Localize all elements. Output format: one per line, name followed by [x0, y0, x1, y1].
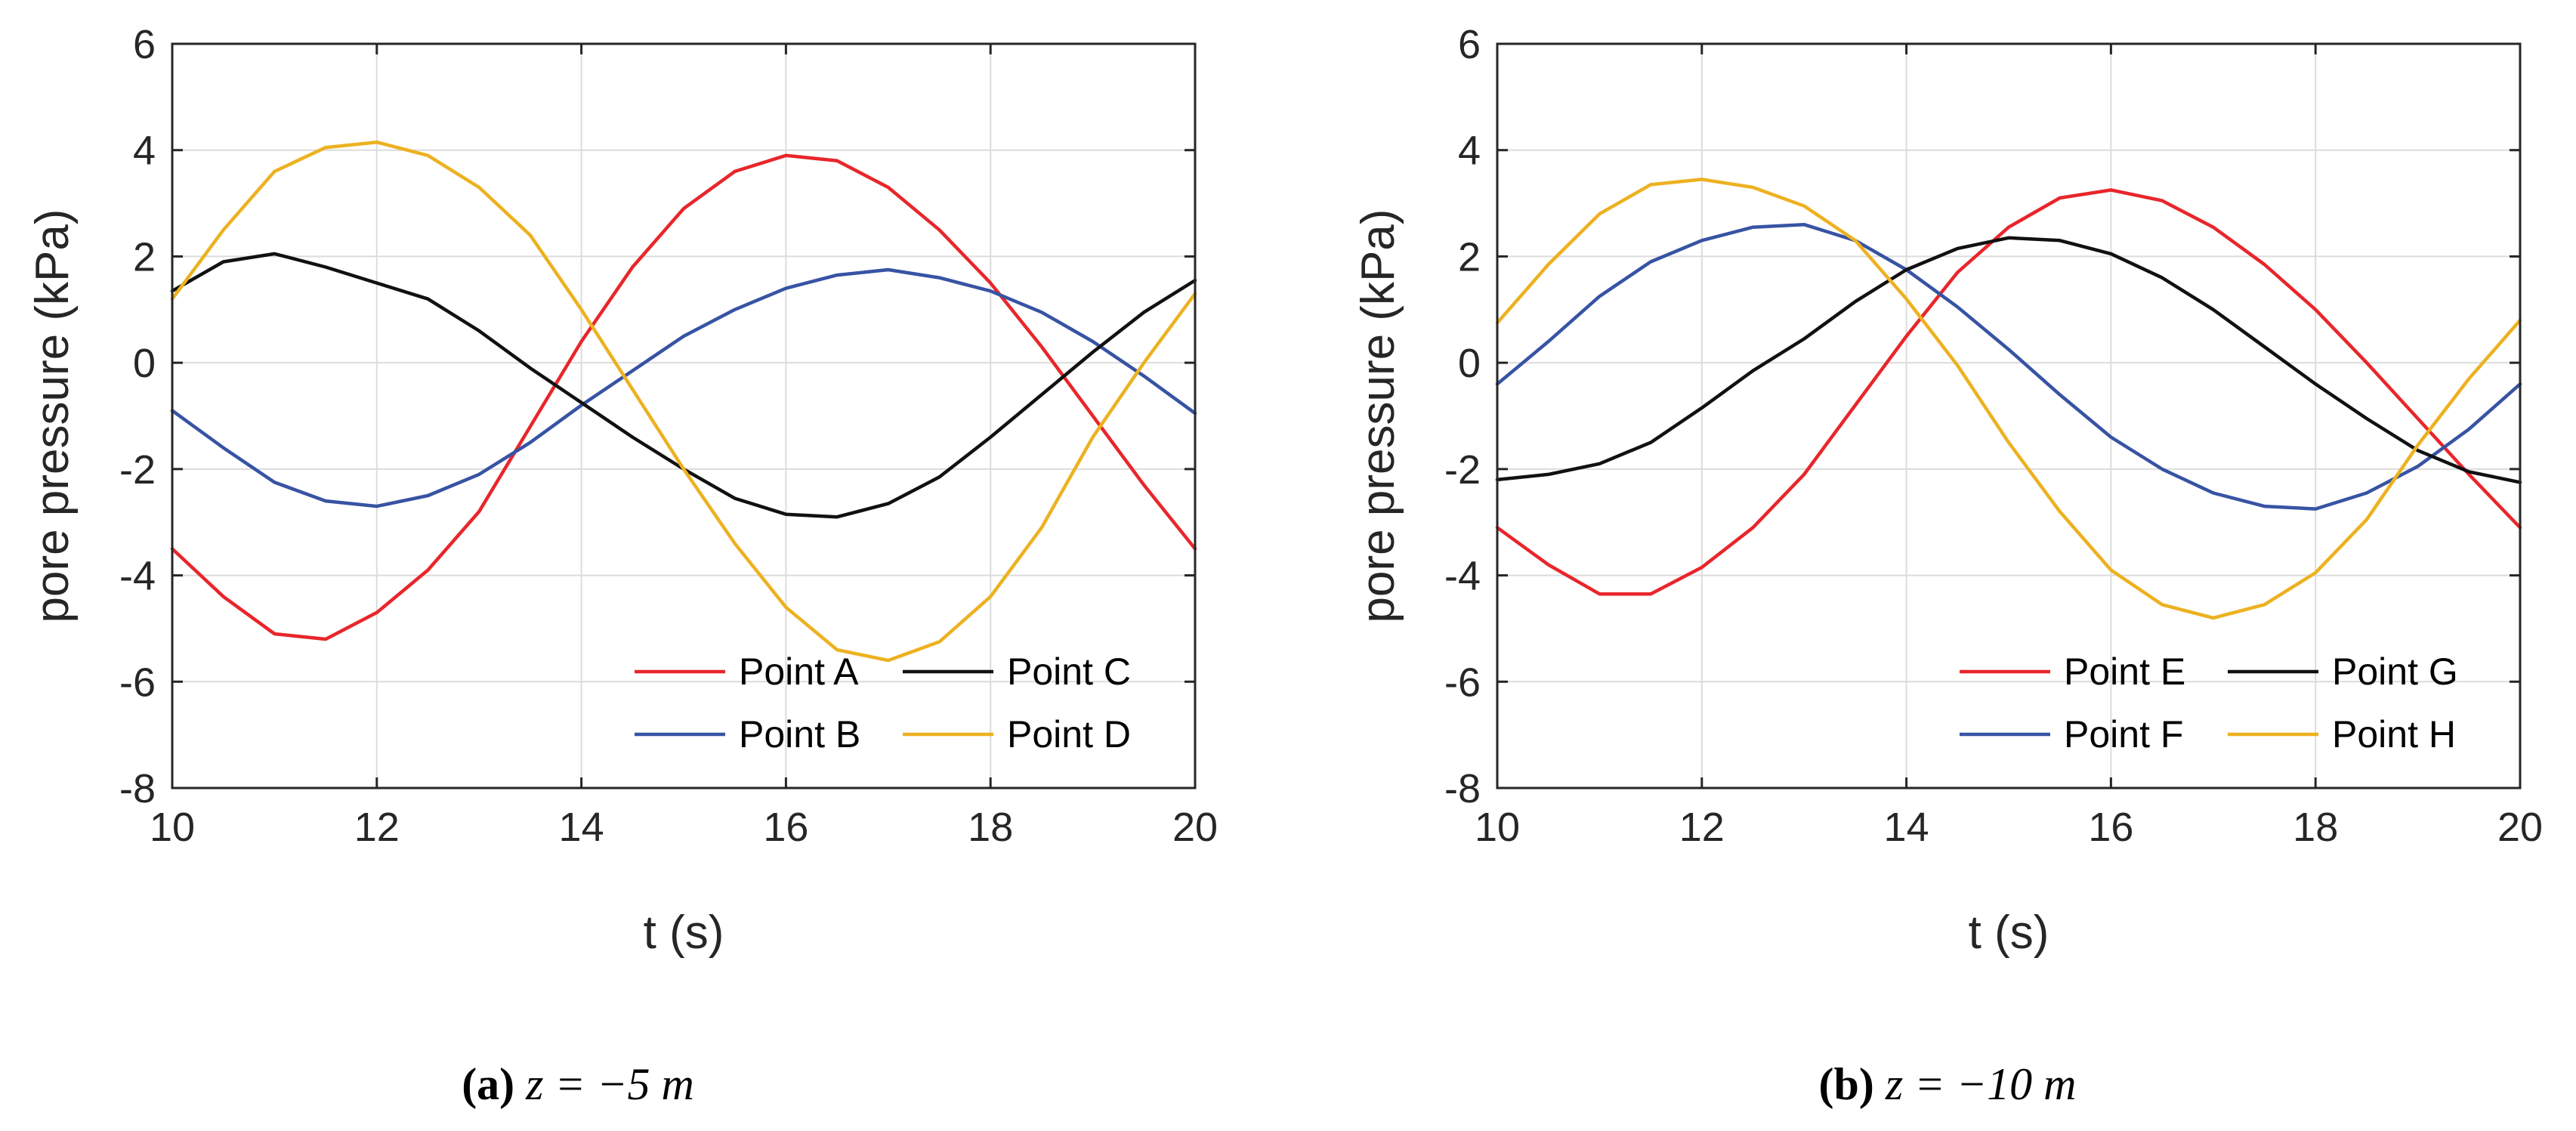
- x-axis-label: t (s): [1969, 907, 2049, 959]
- x-tick-label: 10: [1475, 805, 1520, 850]
- x-tick-label: 16: [763, 805, 808, 850]
- legend-label-point-a: Point A: [739, 650, 859, 693]
- plot-area: [172, 44, 1195, 788]
- panel-caption: (a) z = −5 m: [462, 1059, 694, 1109]
- x-tick-label: 20: [2497, 805, 2543, 850]
- series-line-point-f: [1495, 222, 2522, 511]
- y-tick-label: -6: [119, 660, 156, 705]
- x-tick-label: 14: [559, 805, 604, 850]
- y-tick-label: -6: [1444, 660, 1481, 705]
- caption-label: (b): [1819, 1059, 1886, 1109]
- legend-label-point-f: Point F: [2064, 713, 2183, 756]
- legend-label-point-e: Point E: [2064, 650, 2185, 693]
- y-tick-label: 0: [133, 341, 156, 386]
- legend-label-point-b: Point B: [739, 713, 860, 756]
- y-tick-label: 4: [133, 128, 156, 174]
- x-tick-label: 16: [2088, 805, 2133, 850]
- x-tick-label: 14: [1884, 805, 1929, 850]
- panel-caption: (b) z = −10 m: [1819, 1059, 2077, 1109]
- series-line-point-h: [1495, 178, 2522, 620]
- x-tick-label: 12: [354, 805, 400, 850]
- y-tick-label: 4: [1458, 128, 1481, 174]
- plot-area: [1497, 44, 2520, 788]
- y-tick-label: -2: [1444, 447, 1481, 493]
- plot-frame: [171, 42, 1197, 790]
- caption-expression: z = −10 m: [1885, 1059, 2077, 1109]
- legend-label-point-g: Point G: [2332, 650, 2458, 693]
- y-tick-label: -4: [119, 554, 156, 599]
- y-axis-label: pore pressure (kPa): [26, 209, 79, 623]
- y-axis-label: pore pressure (kPa): [1352, 209, 1404, 623]
- y-tick-label: -8: [1444, 766, 1481, 811]
- legend-label-point-d: Point D: [1007, 713, 1131, 756]
- x-tick-label: 10: [150, 805, 195, 850]
- y-tick-label: -2: [119, 447, 156, 493]
- caption-expression: z = −5 m: [525, 1059, 694, 1109]
- y-tick-label: 2: [1458, 234, 1481, 280]
- series-line-point-g: [1495, 236, 2522, 484]
- x-tick-label: 18: [968, 805, 1013, 850]
- x-axis-label: t (s): [644, 907, 724, 959]
- y-tick-label: -4: [1444, 554, 1481, 599]
- legend-label-point-h: Point H: [2332, 713, 2456, 756]
- y-tick-label: 2: [133, 234, 156, 280]
- series-line-point-a: [170, 153, 1197, 641]
- series-line-point-b: [170, 267, 1197, 508]
- x-tick-label: 12: [1679, 805, 1725, 850]
- y-tick-label: 0: [1458, 341, 1481, 386]
- x-tick-label: 20: [1172, 805, 1218, 850]
- series-line-point-d: [170, 140, 1197, 663]
- series-line-point-e: [1495, 188, 2522, 596]
- caption-label: (a): [462, 1059, 526, 1109]
- legend-label-point-c: Point C: [1007, 650, 1131, 693]
- y-tick-label: 6: [1458, 22, 1481, 67]
- y-tick-label: 6: [133, 22, 156, 67]
- x-tick-label: 18: [2293, 805, 2338, 850]
- plot-frame: [1496, 42, 2522, 790]
- y-tick-label: -8: [119, 766, 156, 811]
